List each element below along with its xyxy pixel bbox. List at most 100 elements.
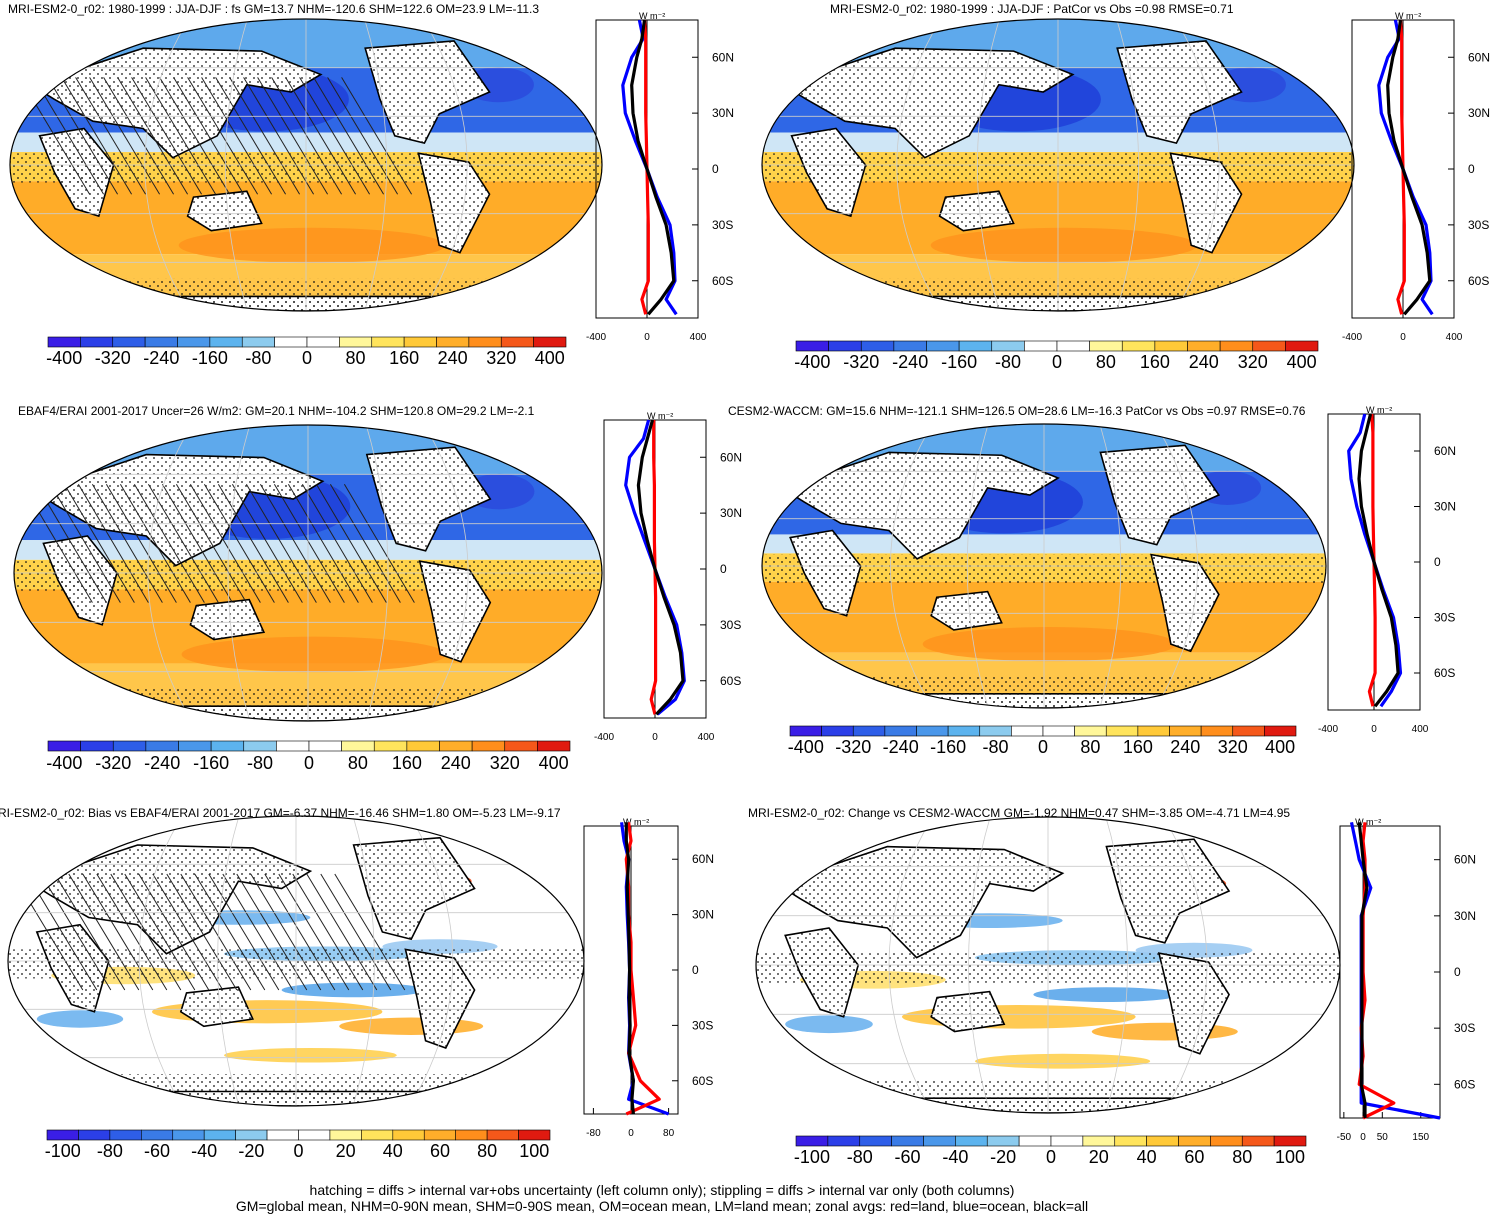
y-tick-label: 60S	[692, 1074, 713, 1088]
hatch-line	[259, 483, 331, 603]
x-tick-label: 400	[698, 732, 715, 743]
y-tick-label: 60N	[1468, 50, 1490, 64]
meridian	[147, 425, 192, 721]
meridian	[966, 424, 989, 708]
x-tick-label: 150	[1412, 1132, 1429, 1143]
colorbar-tick-label: 320	[490, 753, 520, 773]
colorbar-tick-label: -80	[247, 753, 273, 773]
colorbar-tick-label: -40	[191, 1141, 217, 1161]
hatch-line	[329, 483, 401, 603]
colorbar-swatch	[1018, 1135, 1052, 1147]
panel-plot: -400 -320 -240 -160 -80 0 80 160 240 320 400 W m⁻² -…	[9, 11, 734, 368]
hatch-line	[203, 483, 275, 603]
colorbar-swatch	[141, 1129, 174, 1141]
colorbar-tick-label: 0	[1038, 737, 1048, 757]
hatch-line	[110, 873, 182, 991]
y-tick-label: 60S	[1434, 666, 1455, 680]
colorbar-tick-label: -80	[97, 1141, 123, 1161]
meridian	[1163, 817, 1208, 1113]
meridian	[409, 816, 454, 1106]
colorbar-swatch	[80, 336, 114, 348]
colorbar-tick-label: -400	[46, 753, 82, 773]
hatch-line	[103, 77, 175, 195]
colorbar-tick-label: -240	[892, 352, 928, 372]
x-tick-label: 400	[1446, 332, 1463, 343]
meridian	[225, 19, 248, 311]
colorbar-swatch	[500, 336, 534, 348]
panel-plot: -400 -320 -240 -160 -80 0 80 160 240 320 400 W m⁻² -…	[761, 11, 1490, 372]
hatch-line	[180, 873, 252, 991]
colorbar: -400 -320 -240 -160 -80 0 80 160 240 320 400	[46, 740, 571, 773]
graticule	[14, 425, 602, 721]
colorbar-tick-label: 0	[304, 753, 314, 773]
y-tick-label: 30S	[692, 1018, 713, 1032]
hatch-line	[320, 873, 392, 991]
x-tick-label: 0	[652, 732, 658, 743]
colorbar-tick-label: 80	[1080, 737, 1100, 757]
colorbar-swatch	[145, 740, 179, 752]
zonal-average-plot: W m⁻² -400 0 400 60N 30N 0 30S 60S	[1342, 11, 1490, 343]
field-anomaly	[281, 982, 426, 998]
stippling	[353, 837, 475, 940]
colorbar-swatch	[1114, 1135, 1147, 1147]
colorbar-tick-label: 160	[1123, 737, 1153, 757]
hatch-line	[243, 77, 315, 195]
panel-plot: -100 -80 -60 -40 -20 0 20 40 60 80 100 W m⁻² -50 0 50 1…	[755, 816, 1476, 1167]
colorbar-swatch	[955, 1135, 988, 1147]
meridian	[138, 816, 183, 1106]
colorbar-swatch	[537, 740, 571, 752]
zonal-average-plot: W m⁻² -80 0 80 60N 30N 0 30S 60S	[583, 817, 714, 1139]
colorbar-swatch	[893, 340, 927, 352]
hatch-line	[264, 873, 336, 991]
colorbar-swatch	[1232, 725, 1265, 737]
hatch-line	[166, 873, 238, 991]
colorbar-swatch	[109, 1129, 142, 1141]
y-tick-label: 30S	[712, 218, 733, 232]
colorbar-swatch	[795, 1135, 829, 1147]
colorbar-swatch	[789, 725, 822, 737]
colorbar-tick-label: -160	[930, 737, 966, 757]
colorbar-tick-label: 80	[346, 348, 366, 368]
panel-title: MRI-ESM2-0_r02: 1980-1999 : JJA-DJF : fs…	[8, 2, 540, 16]
hatch-line	[285, 77, 357, 195]
hatch-line	[49, 483, 121, 603]
colorbar-swatch	[209, 336, 243, 348]
colorbar-swatch	[468, 336, 502, 348]
meridian	[1105, 817, 1128, 1113]
hatch-line	[278, 873, 350, 991]
colorbar-tick-label: 400	[1265, 737, 1295, 757]
zonal-line-all	[1357, 822, 1369, 1118]
field-anomaly	[339, 1017, 484, 1035]
colorbar-swatch	[144, 336, 178, 348]
hatch-line	[68, 873, 140, 991]
x-tick-label: 0	[628, 1128, 634, 1139]
colorbar-tick-label: 400	[1287, 352, 1317, 372]
y-tick-label: 60N	[692, 852, 714, 866]
map-border	[13, 424, 603, 722]
colorbar-tick-label: -20	[238, 1141, 264, 1161]
colorbar-swatch	[1050, 1135, 1084, 1147]
colorbar-tick-label: 0	[302, 348, 312, 368]
colorbar-swatch	[47, 336, 81, 348]
hatch-line	[124, 873, 196, 991]
colorbar-swatch	[436, 336, 470, 348]
zonal-unit-label: W m⁻²	[1366, 405, 1392, 415]
stippling	[28, 845, 311, 954]
colorbar-swatch	[178, 740, 212, 752]
x-tick-label: 400	[1412, 724, 1429, 735]
x-tick-label: -400	[594, 732, 614, 743]
colorbar-tick-label: 400	[539, 753, 569, 773]
meridian	[424, 425, 469, 721]
colorbar: -400 -320 -240 -160 -80 0 80 160 240 320 400	[794, 340, 1319, 372]
colorbar: -400 -320 -240 -160 -80 0 80 160 240 320 400	[788, 725, 1297, 757]
zonal-unit-label: W m⁻²	[623, 817, 649, 827]
hatch-line	[287, 483, 359, 603]
colorbar-swatch	[1011, 725, 1044, 737]
colorbar-swatch	[308, 740, 342, 752]
x-tick-label: 0	[644, 332, 650, 343]
x-tick-label: 80	[663, 1128, 675, 1139]
meridian	[888, 817, 933, 1113]
stippling	[187, 191, 262, 231]
stippling	[1117, 40, 1242, 144]
y-tick-label: 30N	[1454, 909, 1476, 923]
